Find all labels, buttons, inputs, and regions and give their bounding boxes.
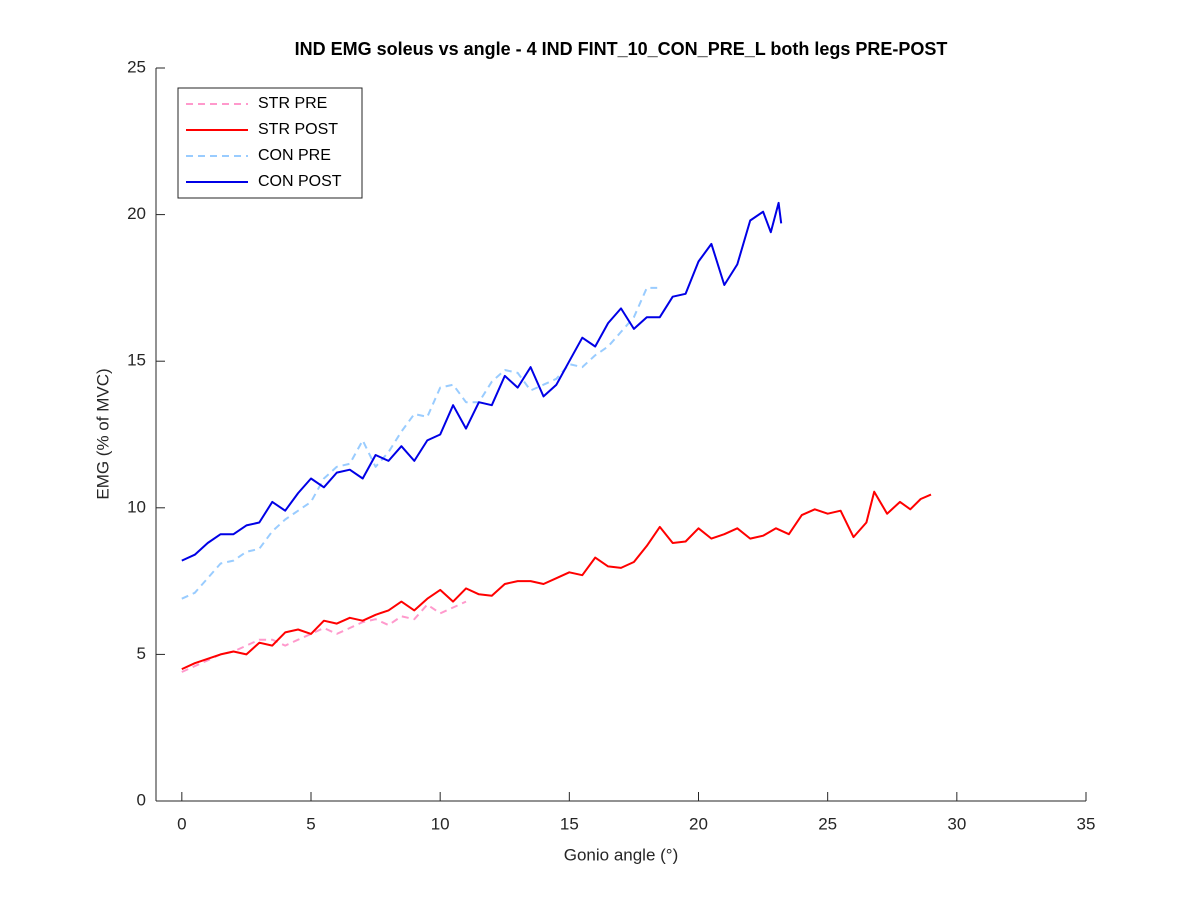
y-tick-label: 20 (127, 204, 146, 223)
y-tick-label: 15 (127, 351, 146, 370)
legend-label: STR PRE (258, 95, 327, 112)
y-axis-label: EMG (% of MVC) (93, 368, 112, 499)
legend-label: CON PRE (258, 147, 331, 164)
x-tick-label: 25 (818, 814, 837, 833)
x-tick-label: 0 (177, 814, 186, 833)
x-tick-label: 5 (306, 814, 315, 833)
chart-title: IND EMG soleus vs angle - 4 IND FINT_10_… (295, 39, 948, 59)
data-line (181, 286, 658, 600)
x-tick-label: 35 (1077, 814, 1096, 833)
legend-box (177, 87, 363, 199)
x-axis-label: Gonio angle (°) (564, 845, 679, 864)
data-line (181, 201, 783, 562)
y-tick-label: 5 (137, 644, 146, 663)
x-tick-label: 15 (560, 814, 579, 833)
y-tick-label: 10 (127, 497, 146, 516)
x-tick-label: 10 (431, 814, 450, 833)
legend-label: CON POST (258, 173, 342, 190)
x-tick-label: 30 (947, 814, 966, 833)
x-tick-label: 20 (689, 814, 708, 833)
data-line (181, 490, 932, 671)
legend-label: STR POST (258, 121, 338, 138)
data-line (181, 600, 467, 673)
y-tick-label: 0 (137, 790, 146, 809)
y-tick-label: 25 (127, 57, 146, 76)
